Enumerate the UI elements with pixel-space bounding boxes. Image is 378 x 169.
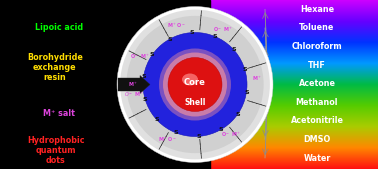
Ellipse shape (0, 2, 163, 167)
Text: Hexane: Hexane (300, 5, 334, 14)
Text: M$^+$O$^-$: M$^+$O$^-$ (158, 135, 176, 144)
Text: S: S (244, 90, 249, 95)
Text: Methanol: Methanol (296, 98, 338, 107)
Circle shape (126, 16, 263, 153)
Text: Borohydride
exchange
resin: Borohydride exchange resin (27, 53, 83, 82)
Text: S: S (174, 130, 178, 135)
Text: Acetonitrile: Acetonitrile (291, 116, 344, 125)
Text: Core: Core (184, 78, 206, 87)
Text: S: S (143, 97, 147, 102)
Text: S: S (235, 112, 240, 117)
Text: S: S (196, 134, 201, 139)
Circle shape (120, 10, 270, 159)
Text: S: S (189, 30, 194, 35)
Circle shape (163, 53, 227, 116)
Text: O$^-$ M$^+$: O$^-$ M$^+$ (221, 130, 242, 139)
Text: Acetone: Acetone (299, 79, 336, 88)
Text: $O^-$ M$^+$: $O^-$ M$^+$ (124, 90, 144, 99)
Circle shape (159, 49, 231, 120)
Circle shape (168, 57, 222, 112)
Text: M$^+$O$^-$: M$^+$O$^-$ (167, 21, 185, 30)
Text: O$^-$ M$^+$: O$^-$ M$^+$ (213, 25, 233, 34)
Text: S: S (167, 37, 172, 42)
Text: Hydrophobic
quantum
dots: Hydrophobic quantum dots (27, 136, 85, 165)
Text: S: S (150, 52, 155, 57)
Text: M⁺ salt: M⁺ salt (43, 109, 74, 118)
Text: S: S (218, 127, 223, 132)
Text: M$^+$: M$^+$ (252, 74, 262, 83)
FancyArrow shape (118, 76, 150, 93)
Text: S: S (231, 47, 236, 52)
Circle shape (143, 32, 247, 137)
Text: Toluene: Toluene (299, 23, 335, 32)
Ellipse shape (182, 74, 198, 86)
Text: THF: THF (308, 61, 326, 70)
Text: Lipoic acid: Lipoic acid (34, 22, 83, 32)
Text: S: S (141, 74, 146, 79)
Text: Shell: Shell (184, 98, 206, 107)
Circle shape (117, 6, 273, 163)
Text: Water: Water (303, 153, 331, 163)
Text: M$^+$: M$^+$ (128, 80, 138, 89)
Bar (0, 0, 210, 169)
Text: DMSO: DMSO (304, 135, 331, 144)
Text: S: S (154, 117, 159, 122)
Text: S: S (212, 34, 217, 39)
Text: O$^-$ M$^+$: O$^-$ M$^+$ (130, 52, 150, 61)
Text: S: S (243, 67, 247, 72)
Text: Chloroform: Chloroform (292, 42, 342, 51)
